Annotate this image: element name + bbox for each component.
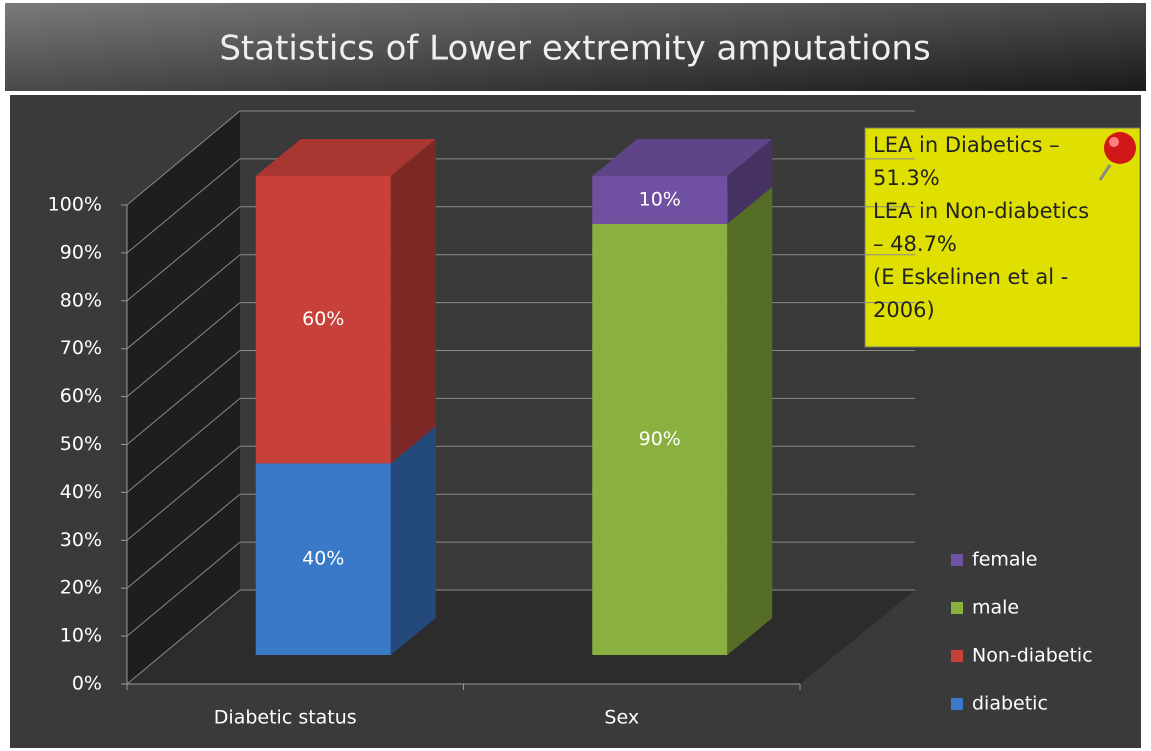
annotation-text: 51.3%: [873, 166, 940, 190]
grid-line: [126, 206, 241, 302]
y-tick-label: 40%: [60, 481, 102, 503]
y-tick-label: 20%: [60, 577, 102, 599]
legend-label: female: [972, 549, 1038, 571]
data-label: 90%: [639, 428, 681, 450]
y-tick-label: 0%: [72, 673, 102, 695]
legend-label: male: [972, 597, 1019, 619]
legend-label: diabetic: [972, 693, 1048, 715]
bar-top: [255, 139, 436, 176]
y-tick-label: 10%: [60, 625, 102, 647]
grid-line: [126, 541, 241, 637]
pushpin: [1098, 132, 1136, 181]
bar: [592, 223, 728, 655]
x-tick-label: Diabetic status: [214, 707, 357, 729]
annotation-text: – 48.7%: [873, 232, 957, 256]
annotation-box: [864, 127, 1141, 348]
data-label: 60%: [302, 308, 344, 330]
bar-side: [727, 139, 773, 224]
grid-line: [126, 445, 241, 541]
chart-title: Statistics of Lower extremity amputation…: [219, 29, 930, 69]
bar: [255, 176, 391, 464]
data-label: 10%: [639, 188, 681, 210]
bar: [592, 176, 728, 224]
annotation-text: 2006): [873, 298, 935, 322]
legend-swatch: [951, 650, 963, 662]
annotation-text: LEA in Non-diabetics: [873, 199, 1089, 223]
x-tick-label: Sex: [604, 707, 639, 729]
y-tick-label: 30%: [60, 529, 102, 551]
y-tick-label: 90%: [60, 241, 102, 263]
grid-line: [126, 350, 241, 445]
grid-line: [126, 254, 241, 350]
bar: [255, 463, 391, 655]
annotation-text: LEA in Diabetics –: [873, 133, 1060, 157]
y-tick-label: 60%: [60, 385, 102, 407]
legend-swatch: [951, 554, 963, 566]
legend-swatch: [951, 698, 963, 710]
grid-line: [126, 110, 241, 206]
legend-swatch: [951, 602, 963, 614]
grid-line: [126, 302, 241, 397]
floor: [127, 590, 915, 684]
y-tick-label: 100%: [48, 194, 102, 216]
y-tick-label: 80%: [60, 289, 102, 311]
bar-side: [390, 139, 436, 464]
legend-label: Non-diabetic: [972, 645, 1093, 667]
data-label: 40%: [302, 548, 344, 570]
bar-top: [592, 139, 773, 176]
annotation-text: (E Eskelinen et al -: [873, 265, 1068, 289]
grid-line: [126, 158, 241, 254]
y-tick-label: 50%: [60, 433, 102, 455]
grid-line: [126, 398, 241, 493]
grid-line: [126, 493, 241, 589]
grid-line: [126, 589, 241, 685]
title-bar: [5, 3, 1146, 91]
bar-side: [390, 426, 436, 655]
y-tick-label: 70%: [60, 337, 102, 359]
bar-side: [727, 186, 773, 655]
